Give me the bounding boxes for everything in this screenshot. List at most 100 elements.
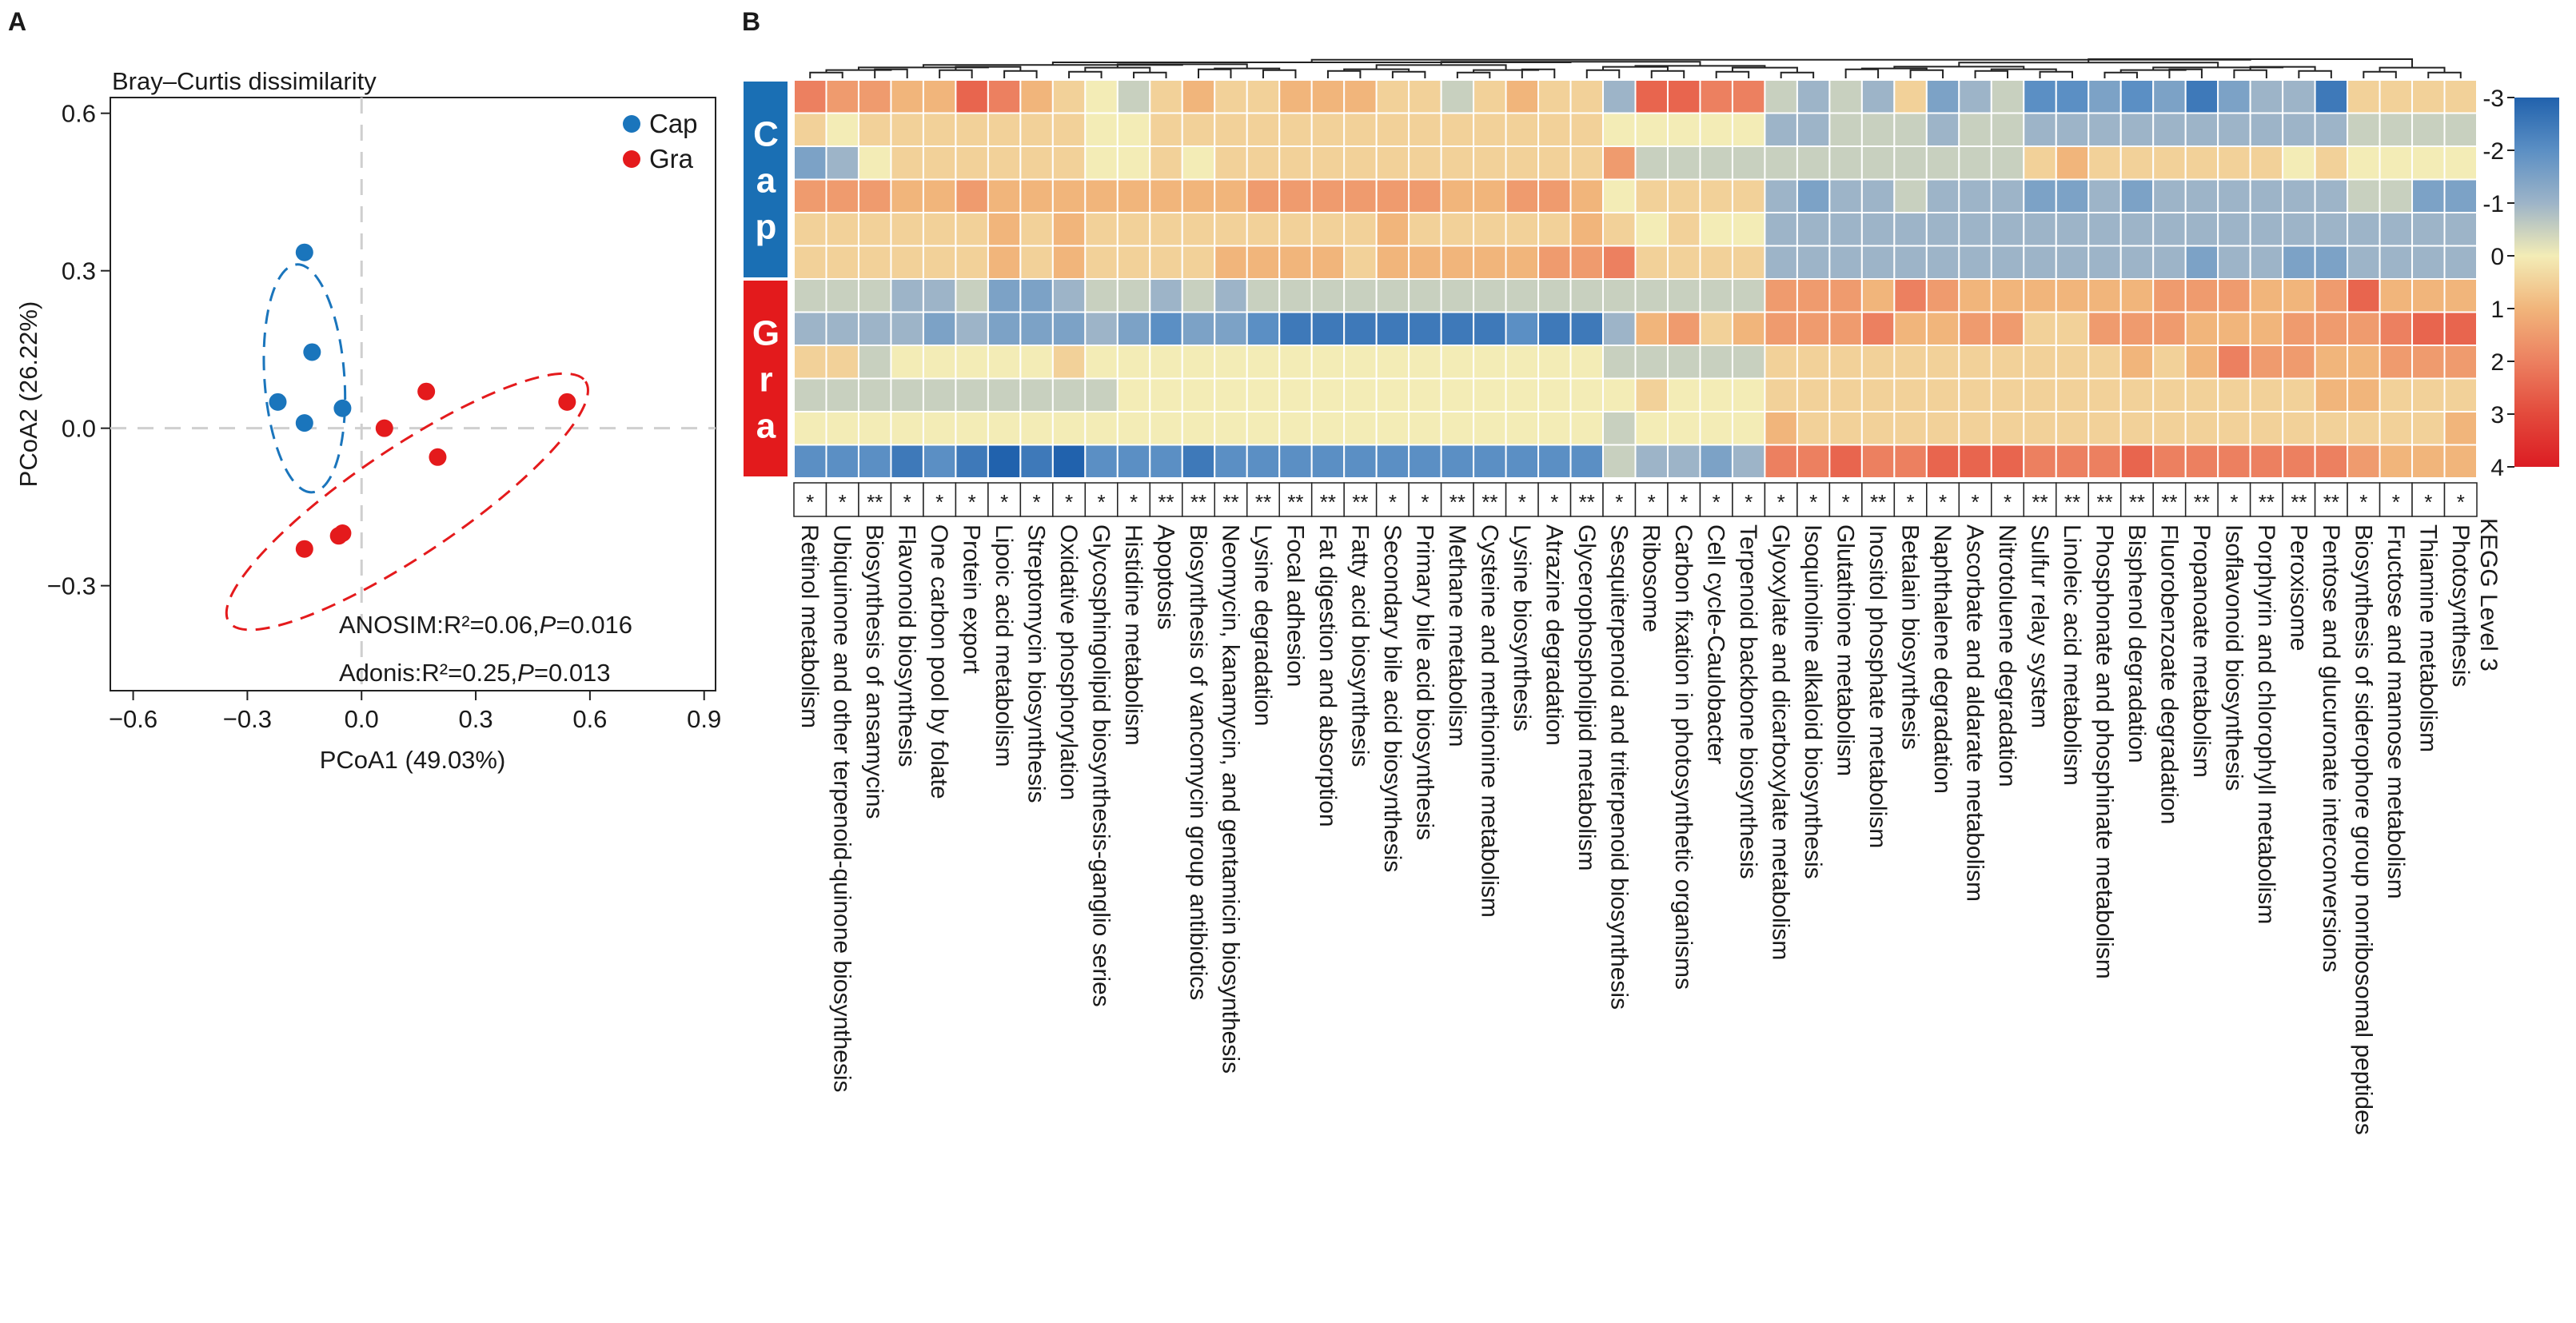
heatmap-cell bbox=[1084, 178, 1119, 213]
heatmap-cell bbox=[1860, 178, 1896, 213]
heatmap-cell bbox=[1181, 444, 1216, 479]
heatmap-cell bbox=[1246, 178, 1281, 213]
heatmap-cell bbox=[2249, 377, 2284, 412]
heatmap-cells bbox=[793, 79, 2478, 479]
heatmap-cell bbox=[2119, 444, 2155, 479]
heatmap-cell bbox=[1796, 278, 1831, 313]
heatmap-cell bbox=[2249, 212, 2284, 247]
heatmap-cell bbox=[2379, 345, 2414, 380]
heatmap-cell bbox=[1051, 178, 1087, 213]
pathway-label: Primary bile acid biosynthesis bbox=[1411, 524, 1438, 840]
pathway-label: Isoquinoline alkaloid biosynthesis bbox=[1800, 524, 1826, 879]
heatmap-cell bbox=[825, 79, 859, 114]
heatmap-cell bbox=[1796, 377, 1831, 412]
heatmap-cell bbox=[1343, 178, 1378, 213]
heatmap-cell bbox=[2411, 245, 2446, 280]
heatmap-cell bbox=[2055, 145, 2090, 181]
heatmap-cell bbox=[1731, 178, 1766, 213]
heatmap-cell bbox=[2411, 311, 2446, 346]
significance-cell bbox=[1149, 482, 1183, 517]
heatmap-cell bbox=[1990, 377, 2025, 412]
heatmap-cell bbox=[955, 444, 989, 479]
heatmap-cell bbox=[1634, 345, 1669, 380]
heatmap-cell bbox=[2217, 311, 2251, 346]
significance-mark: ** bbox=[2129, 490, 2145, 514]
significance-cell bbox=[2347, 482, 2381, 517]
heatmap-cell bbox=[1990, 145, 2025, 181]
heatmap-cell bbox=[1634, 79, 1669, 114]
dendrogram-link bbox=[809, 71, 843, 78]
point-gra bbox=[417, 382, 436, 400]
heatmap-cell bbox=[2088, 345, 2122, 380]
significance-cell bbox=[1505, 482, 1539, 517]
heatmap-cell bbox=[1990, 178, 2025, 213]
pathway-label: Inositol phosphate metabolism bbox=[1864, 524, 1891, 848]
heatmap-cell bbox=[1375, 245, 1410, 280]
heatmap-cell bbox=[857, 411, 892, 446]
heatmap-cell bbox=[2184, 311, 2219, 346]
heatmap-cell bbox=[2023, 145, 2057, 181]
heatmap-cell bbox=[2152, 377, 2187, 412]
significance-cell bbox=[1893, 482, 1928, 517]
pathway-label: Atrazine degradation bbox=[1541, 524, 1567, 746]
heatmap-cell bbox=[2314, 212, 2349, 247]
heatmap-cell bbox=[1278, 79, 1313, 114]
heatmap-cell bbox=[1893, 377, 1928, 412]
heatmap-cell bbox=[1084, 278, 1119, 313]
heatmap-cell bbox=[1310, 278, 1346, 313]
heatmap-cell bbox=[2055, 178, 2090, 213]
heatmap-cell bbox=[2217, 145, 2251, 181]
heatmap-cell bbox=[987, 212, 1022, 247]
significance-cell bbox=[1699, 482, 1733, 517]
heatmap-cell bbox=[2217, 444, 2251, 479]
heatmap-cell bbox=[1019, 112, 1054, 147]
heatmap-cell bbox=[922, 345, 957, 380]
heatmap-cell bbox=[1666, 245, 1701, 280]
heatmap-cell bbox=[1860, 245, 1896, 280]
heatmap-cell bbox=[1278, 345, 1313, 380]
heatmap-cell bbox=[1569, 411, 1605, 446]
heatmap-cell bbox=[1666, 311, 1701, 346]
heatmap-cell bbox=[1051, 411, 1087, 446]
heatmap-cell bbox=[1828, 79, 1863, 114]
heatmap-cell bbox=[2411, 444, 2446, 479]
heatmap-cell bbox=[1278, 444, 1313, 479]
heatmap-cell bbox=[1149, 377, 1183, 412]
pathway-label: Phosphonate and phosphinate metabolism bbox=[2091, 524, 2117, 979]
heatmap-cell bbox=[2379, 377, 2414, 412]
colorbar-title: KEGG Level 3 bbox=[2475, 518, 2502, 671]
heatmap-cell bbox=[2249, 345, 2284, 380]
heatmap-cell bbox=[2217, 79, 2251, 114]
heatmap-cell bbox=[955, 377, 989, 412]
heatmap-cell bbox=[1699, 311, 1733, 346]
heatmap-cell bbox=[1310, 345, 1346, 380]
heatmap-cell bbox=[2379, 278, 2414, 313]
heatmap-cell bbox=[2088, 112, 2122, 147]
heatmap-cell bbox=[1408, 311, 1442, 346]
heatmap-cell bbox=[1246, 145, 1281, 181]
heatmap-cell bbox=[1246, 345, 1281, 380]
x-tick-label: −0.6 bbox=[109, 705, 158, 733]
dendrogram-link bbox=[2298, 70, 2332, 78]
heatmap-cell bbox=[1278, 311, 1313, 346]
heatmap-cell bbox=[2088, 245, 2122, 280]
heatmap-cell bbox=[922, 311, 957, 346]
significance-mark: * bbox=[1065, 490, 1073, 514]
heatmap-cell bbox=[825, 411, 859, 446]
heatmap-cell bbox=[1958, 444, 1992, 479]
colorbar-tick-label: -1 bbox=[2482, 191, 2504, 217]
significance-cell bbox=[2443, 482, 2478, 517]
colorbar-ticks: -3 -2 -1 0 1 2 3 4 bbox=[2482, 86, 2514, 481]
colorbar-tick-label: 0 bbox=[2490, 244, 2504, 270]
heatmap-cell bbox=[2379, 245, 2414, 280]
heatmap-cell bbox=[2152, 345, 2187, 380]
heatmap-cell bbox=[922, 278, 957, 313]
heatmap-cell bbox=[1051, 345, 1087, 380]
significance-mark: ** bbox=[1190, 490, 1206, 514]
heatmap-cell bbox=[2379, 145, 2414, 181]
heatmap-cell bbox=[1634, 245, 1669, 280]
heatmap-cell bbox=[1278, 212, 1313, 247]
group-letter: a bbox=[756, 407, 776, 446]
heatmap-cell bbox=[2217, 345, 2251, 380]
pathway-label: Methane metabolism bbox=[1444, 524, 1470, 747]
